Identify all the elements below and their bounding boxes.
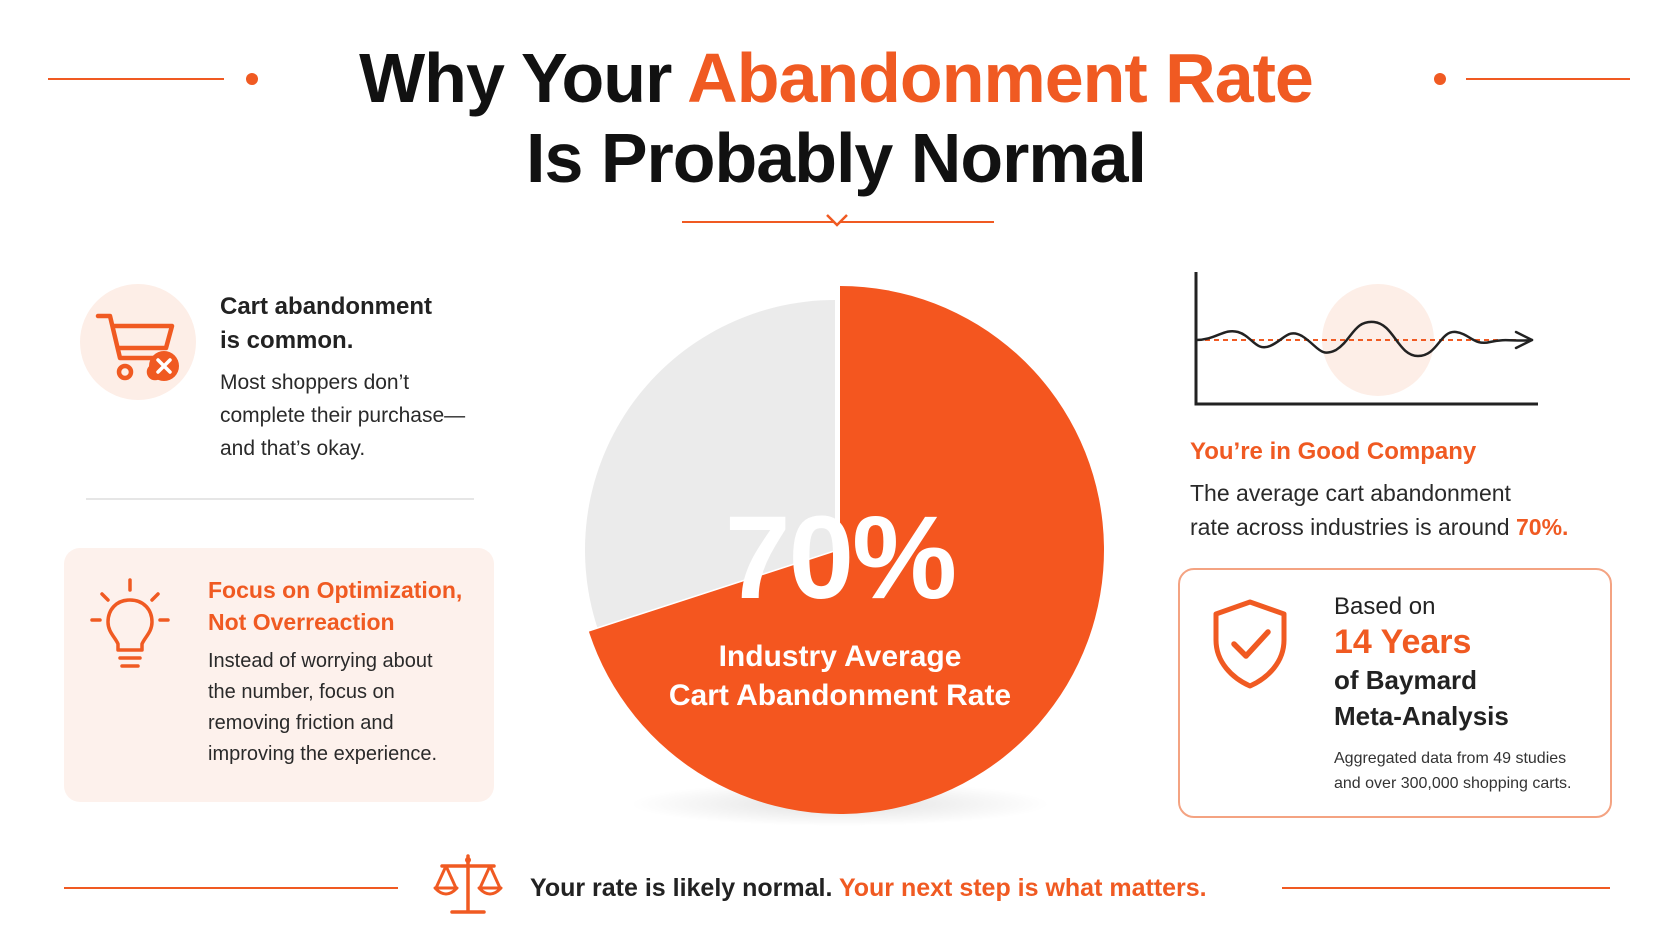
company-body-line1: The average cart abandonment <box>1190 480 1511 506</box>
balance-scale-icon <box>433 854 503 914</box>
common-body: Most shoppers don’t complete their purch… <box>220 366 465 465</box>
focus-body-line4: improving the experience. <box>208 743 438 765</box>
company-body-line2: rate across industries is around 70%. <box>1190 510 1568 544</box>
pie-slice-completed <box>585 300 835 628</box>
baymard-text: Based on 14 Years of Baymard Meta-Analys… <box>1334 592 1572 796</box>
page-title-line2: Is Probably Normal <box>526 119 1147 197</box>
company-body: The average cart abandonment rate across… <box>1190 476 1568 544</box>
baymard-sub-line2: Meta-Analysis <box>1334 701 1509 731</box>
pie-slice-abandoned <box>588 286 1104 815</box>
company-heading: You’re in Good Company <box>1190 438 1477 465</box>
focus-body: Instead of worrying about the number, fo… <box>208 646 437 770</box>
focus-heading-line2: Not Overreaction <box>208 609 395 635</box>
page-title-line1: Why Your Abandonment Rate <box>0 38 1672 118</box>
baymard-sub-line1: of Baymard <box>1334 665 1478 695</box>
company-rate-highlight: 70% <box>1516 514 1563 540</box>
common-heading: Cart abandonment is common. <box>220 290 432 358</box>
footer-message-accent: Your next step is what matters. <box>838 874 1207 902</box>
common-body-line2: complete their purchase— <box>220 404 466 427</box>
pie-caption: Industry Average Cart Abandonment Rate <box>600 637 1080 715</box>
common-heading-line1: Cart abandonment <box>220 293 433 320</box>
footer-rule-left <box>64 887 398 889</box>
lightbulb-icon <box>90 578 170 668</box>
pie-caption-line2: Cart Abandonment Rate <box>668 679 1012 712</box>
header-dot-right <box>1434 73 1446 85</box>
common-body-line1: Most shoppers don’t <box>220 371 410 394</box>
common-body-line3: and that’s okay. <box>220 437 366 460</box>
title-accent: Abandonment Rate <box>687 39 1314 117</box>
header-dot-left <box>246 73 258 85</box>
company-body-line2-prefix: rate across industries is around <box>1190 514 1510 540</box>
shopping-cart-x-icon <box>95 313 179 381</box>
footer-rule-right <box>1282 887 1610 889</box>
abandonment-pie-chart <box>585 286 1104 826</box>
pie-caption-line1: Industry Average <box>718 640 962 673</box>
title-prefix: Why Your <box>359 39 672 117</box>
focus-body-line1: Instead of worrying about <box>208 650 433 672</box>
common-heading-line2: is common. <box>220 327 354 354</box>
focus-card: Focus on Optimization, Not Overreaction … <box>64 548 494 802</box>
title-caret-icon <box>826 214 848 227</box>
focus-heading-line1: Focus on Optimization, <box>208 577 463 603</box>
company-body-line2-suffix: . <box>1562 514 1569 540</box>
footer-message: Your rate is likely normal. Your next st… <box>530 872 1207 904</box>
header-rule-right <box>1466 78 1630 80</box>
shield-check-icon <box>1213 599 1287 689</box>
focus-body-line3: removing friction and <box>208 712 394 734</box>
left-divider <box>86 498 474 500</box>
pie-value-label: 70% <box>724 492 957 624</box>
cart-icon-circle <box>80 284 196 400</box>
baymard-pre: Based on <box>1334 593 1436 620</box>
header-rule-left <box>48 78 224 80</box>
footer-message-prefix: Your rate is likely normal. <box>530 874 833 902</box>
baymard-note-line1: Aggregated data from 49 studies <box>1334 750 1567 767</box>
focus-heading: Focus on Optimization, Not Overreaction <box>208 574 462 638</box>
baymard-years: 14 Years <box>1334 623 1472 661</box>
focus-body-line2: the number, focus on <box>208 681 395 703</box>
baymard-card: Based on 14 Years of Baymard Meta-Analys… <box>1178 568 1612 818</box>
trend-line-icon <box>1194 272 1538 406</box>
baymard-note-line2: and over 300,000 shopping carts. <box>1334 775 1572 792</box>
